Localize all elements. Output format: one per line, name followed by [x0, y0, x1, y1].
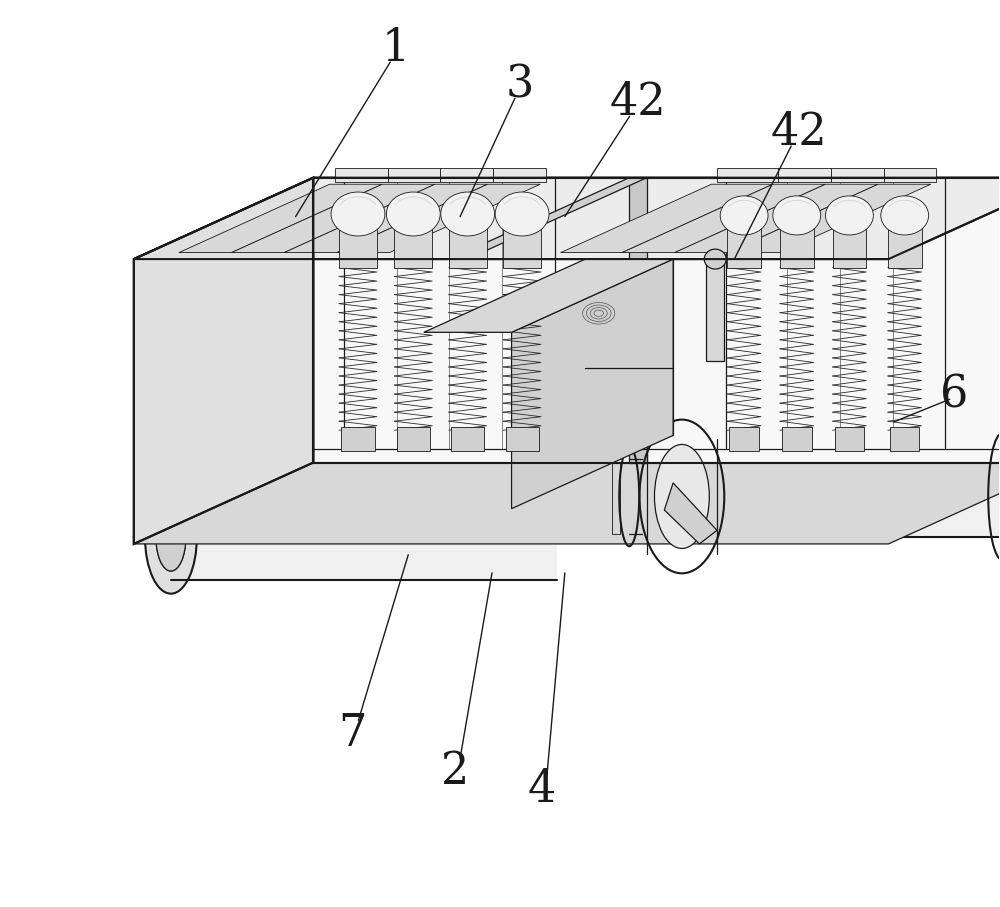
Ellipse shape [881, 196, 929, 235]
Polygon shape [261, 453, 647, 541]
Ellipse shape [386, 192, 440, 236]
Text: 42: 42 [771, 111, 827, 154]
Polygon shape [727, 184, 931, 252]
Text: 42: 42 [609, 81, 666, 124]
Ellipse shape [156, 503, 186, 571]
Polygon shape [675, 184, 878, 252]
Polygon shape [503, 227, 541, 268]
Ellipse shape [441, 192, 495, 236]
Polygon shape [835, 427, 864, 451]
Ellipse shape [720, 196, 768, 235]
Polygon shape [341, 427, 375, 451]
Text: 1: 1 [381, 27, 409, 70]
Polygon shape [561, 184, 773, 252]
Polygon shape [512, 259, 673, 509]
Polygon shape [397, 427, 430, 451]
Polygon shape [890, 427, 919, 451]
Polygon shape [388, 168, 440, 181]
Polygon shape [134, 178, 313, 544]
Polygon shape [706, 259, 724, 361]
Polygon shape [171, 494, 557, 580]
Polygon shape [622, 184, 825, 252]
Ellipse shape [704, 249, 726, 269]
Polygon shape [450, 178, 647, 259]
Polygon shape [284, 184, 488, 252]
Polygon shape [313, 178, 1000, 463]
Polygon shape [394, 227, 432, 268]
Polygon shape [833, 227, 866, 268]
Polygon shape [134, 178, 1000, 259]
Polygon shape [440, 168, 493, 181]
Polygon shape [339, 227, 377, 268]
Polygon shape [831, 168, 884, 181]
Ellipse shape [580, 300, 618, 326]
Polygon shape [782, 427, 812, 451]
Polygon shape [729, 427, 759, 451]
Text: 7: 7 [338, 712, 367, 756]
Text: 3: 3 [506, 63, 534, 106]
Polygon shape [134, 463, 1000, 544]
Polygon shape [629, 178, 647, 463]
Polygon shape [717, 168, 778, 181]
Polygon shape [179, 184, 382, 252]
Text: 4: 4 [528, 768, 556, 812]
Ellipse shape [156, 503, 186, 571]
Polygon shape [778, 168, 831, 181]
Polygon shape [884, 168, 936, 181]
Text: 6: 6 [940, 373, 968, 416]
Polygon shape [752, 455, 1000, 537]
Polygon shape [424, 259, 673, 332]
Polygon shape [493, 168, 546, 181]
Polygon shape [337, 184, 540, 252]
Polygon shape [780, 227, 814, 268]
Ellipse shape [825, 196, 873, 235]
Ellipse shape [145, 481, 197, 594]
Ellipse shape [773, 196, 821, 235]
Polygon shape [664, 483, 717, 544]
Ellipse shape [495, 192, 549, 236]
Polygon shape [585, 259, 673, 435]
Polygon shape [727, 227, 761, 268]
Polygon shape [232, 184, 435, 252]
Text: 2: 2 [441, 750, 469, 794]
Polygon shape [612, 459, 620, 534]
Polygon shape [888, 227, 922, 268]
Ellipse shape [654, 444, 709, 549]
Polygon shape [335, 168, 388, 181]
Polygon shape [451, 427, 484, 451]
Polygon shape [449, 227, 487, 268]
Polygon shape [506, 427, 539, 451]
Ellipse shape [331, 192, 385, 236]
